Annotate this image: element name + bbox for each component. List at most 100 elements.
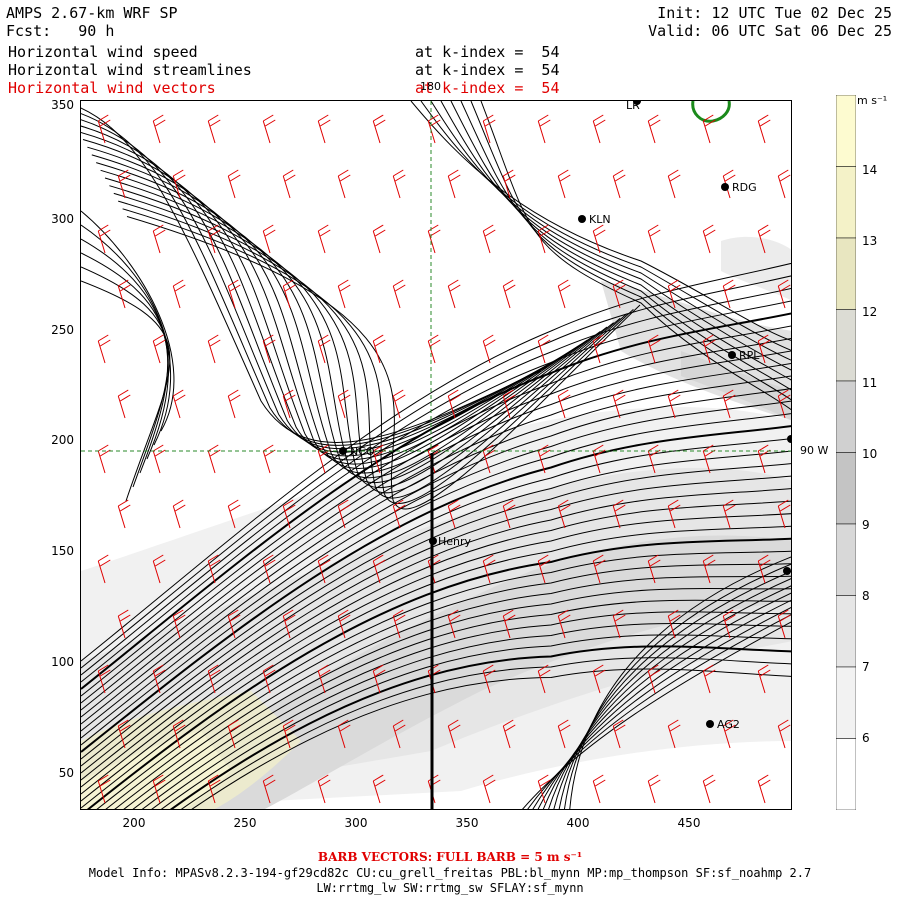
- wind-barb: [647, 334, 661, 364]
- y-tick-label: 200: [51, 433, 74, 447]
- wind-barb: [722, 279, 736, 309]
- wind-barb: [777, 389, 791, 419]
- station-markers: [339, 101, 791, 728]
- wind-barb: [262, 334, 276, 364]
- station-label-nco: NCO: [350, 445, 375, 458]
- streamline: [181, 657, 791, 809]
- field-label-speed: Horizontal wind speed: [8, 43, 198, 61]
- wind-barb: [592, 444, 606, 474]
- wind-barb: [667, 719, 681, 749]
- streamline: [81, 252, 169, 474]
- station-dot-nco: [339, 447, 347, 455]
- streamline: [81, 266, 169, 488]
- streamline: [160, 634, 791, 809]
- wind-barb: [447, 499, 461, 529]
- wind-barb: [502, 169, 516, 199]
- wind-barb: [172, 609, 186, 639]
- colorbar-swatch: [836, 166, 856, 239]
- colorbar-swatch: [836, 380, 856, 453]
- wind-barb: [702, 334, 716, 364]
- streamline: [430, 101, 791, 361]
- wind-barb: [317, 224, 331, 254]
- wind-barb: [282, 499, 296, 529]
- wind-barb: [282, 609, 296, 639]
- streamline: [169, 645, 791, 809]
- wind-barb: [757, 554, 771, 584]
- wind-barb: [482, 444, 496, 474]
- wind-barb: [612, 499, 626, 529]
- streamline: [564, 563, 791, 809]
- x-tick-label: 400: [566, 816, 590, 830]
- streamline: [81, 280, 171, 502]
- wind-barb: [537, 224, 551, 254]
- wind-barb: [667, 609, 681, 639]
- streamline: [558, 570, 791, 809]
- y-tick-label: 150: [51, 544, 74, 558]
- streamline: [450, 101, 791, 381]
- model-title: AMPS 2.67-km WRF SP: [6, 4, 178, 22]
- streamline: [480, 101, 791, 411]
- colorbar-swatch: [836, 237, 856, 310]
- streamline: [191, 668, 791, 809]
- wind-barb: [502, 499, 516, 529]
- wind-barb: [172, 499, 186, 529]
- streamline: [82, 139, 575, 461]
- wind-barb: [667, 169, 681, 199]
- physics-info: LW:rrtmg_lw SW:rrtmg_sw SFLAY:sf_mynn: [316, 881, 584, 895]
- x-tick-label: 300: [344, 816, 368, 830]
- wind-barb: [447, 389, 461, 419]
- wind-barb: [317, 554, 331, 584]
- wind-barb: [282, 169, 296, 199]
- wind-barb: [777, 609, 791, 639]
- wind-barb: [282, 389, 296, 419]
- station-label-lr: LR: [626, 100, 640, 112]
- wind-barb: [97, 774, 111, 804]
- wind-barb: [372, 774, 386, 804]
- wind-barb: [392, 499, 406, 529]
- station-dot-edge: [787, 435, 791, 443]
- streamline: [81, 125, 562, 453]
- streamline: [81, 312, 791, 690]
- wind-barb: [152, 554, 166, 584]
- y-tick-label: 300: [51, 212, 74, 226]
- wind-barb: [777, 279, 791, 309]
- wind-barb: [227, 609, 241, 639]
- streamline: [81, 350, 791, 711]
- colorbar-swatch: [836, 595, 856, 668]
- wind-barb: [757, 114, 771, 144]
- colorbar-level: 6: [862, 731, 870, 745]
- streamline: [81, 500, 791, 795]
- station-label-henry: Henry: [438, 535, 472, 548]
- y-tick-label: 50: [58, 766, 74, 780]
- wind-barb: [152, 444, 166, 474]
- streamline: [440, 101, 791, 371]
- streamline: [81, 337, 791, 704]
- station-label-rpl: RPL: [739, 349, 760, 362]
- y-tick-label: 350: [51, 98, 74, 112]
- wind-barb: [97, 664, 111, 694]
- meridian-label: 180: [420, 80, 441, 93]
- station-label-ag2: AG2: [717, 718, 740, 731]
- streamline: [522, 621, 791, 809]
- wind-barb: [447, 279, 461, 309]
- wind-barb: [172, 169, 186, 199]
- streamline: [81, 287, 791, 676]
- wind-barb: [317, 334, 331, 364]
- wind-barb: [537, 774, 551, 804]
- wind-barb: [537, 114, 551, 144]
- wind-barb: [537, 334, 551, 364]
- streamline: [105, 563, 791, 809]
- map-panel[interactable]: LR RDG KLN RPL NCO Henry AG2: [80, 100, 792, 810]
- wind-barb: [97, 444, 111, 474]
- wind-barb: [757, 334, 771, 364]
- wind-barb: [337, 609, 351, 639]
- wind-barb: [152, 224, 166, 254]
- station-dot-rpl: [728, 351, 736, 359]
- x-tick-label: 250: [233, 816, 257, 830]
- streamline: [126, 216, 641, 510]
- wind-barb: [207, 774, 221, 804]
- wind-barb: [152, 774, 166, 804]
- wind-barb: [392, 609, 406, 639]
- streamline: [114, 575, 791, 809]
- wind-barb: [592, 224, 606, 254]
